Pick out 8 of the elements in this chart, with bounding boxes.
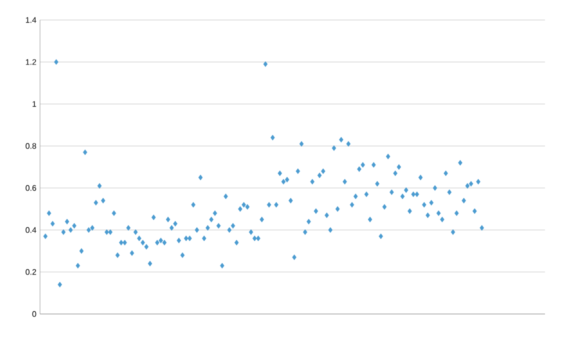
y-tick-label: 0 bbox=[32, 311, 36, 317]
y-tick-label: 0.6 bbox=[26, 185, 36, 191]
y-tick-label: 1 bbox=[32, 101, 36, 107]
y-tick-label: 0.4 bbox=[26, 227, 36, 233]
y-tick-label: 0.2 bbox=[26, 269, 36, 275]
y-tick-label: 1.4 bbox=[26, 17, 36, 23]
y-tick-label: 1.2 bbox=[26, 59, 36, 65]
y-tick-label: 0.8 bbox=[26, 143, 36, 149]
